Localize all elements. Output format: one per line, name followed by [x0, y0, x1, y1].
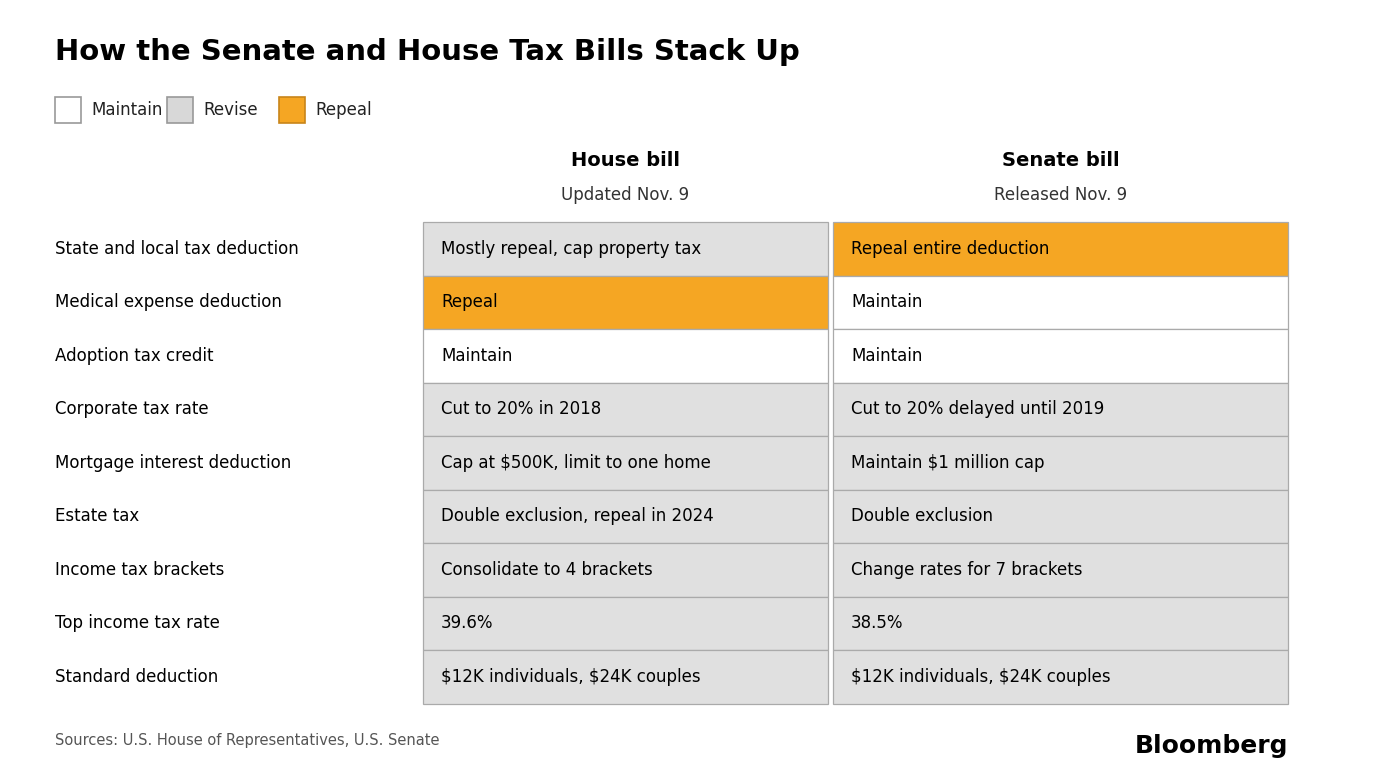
Text: Adoption tax credit: Adoption tax credit: [55, 347, 213, 364]
Bar: [55, 97, 81, 123]
Text: Double exclusion: Double exclusion: [851, 507, 993, 526]
Text: State and local tax deduction: State and local tax deduction: [55, 240, 298, 257]
Bar: [423, 650, 827, 704]
Text: Maintain: Maintain: [441, 347, 512, 364]
Text: Cap at $500K, limit to one home: Cap at $500K, limit to one home: [441, 454, 711, 471]
Text: Mostly repeal, cap property tax: Mostly repeal, cap property tax: [441, 240, 701, 257]
Text: How the Senate and House Tax Bills Stack Up: How the Senate and House Tax Bills Stack…: [55, 38, 799, 66]
Text: Medical expense deduction: Medical expense deduction: [55, 293, 281, 311]
Bar: [423, 490, 827, 543]
Text: Maintain: Maintain: [851, 347, 923, 364]
Text: \$12K individuals, \$24K couples: \$12K individuals, \$24K couples: [441, 668, 700, 686]
Text: Cut to 20% in 2018: Cut to 20% in 2018: [441, 400, 601, 418]
Text: Consolidate to 4 brackets: Consolidate to 4 brackets: [441, 561, 652, 579]
Bar: [833, 276, 1288, 329]
Text: Sources: U.S. House of Representatives, U.S. Senate: Sources: U.S. House of Representatives, …: [55, 733, 440, 749]
Bar: [833, 222, 1288, 276]
Text: Income tax brackets: Income tax brackets: [55, 561, 224, 579]
Text: Updated Nov. 9: Updated Nov. 9: [561, 186, 690, 204]
Text: Maintain $1 million cap: Maintain $1 million cap: [851, 454, 1044, 471]
Text: Cut to 20% delayed until 2019: Cut to 20% delayed until 2019: [851, 400, 1105, 418]
Text: Change rates for 7 brackets: Change rates for 7 brackets: [851, 561, 1082, 579]
Text: Maintain: Maintain: [91, 101, 162, 119]
Text: Estate tax: Estate tax: [55, 507, 139, 526]
Bar: [423, 383, 827, 436]
Text: \$12K individuals, \$24K couples: \$12K individuals, \$24K couples: [851, 668, 1110, 686]
Text: Repeal: Repeal: [441, 293, 497, 311]
Bar: [167, 97, 193, 123]
Text: Bloomberg: Bloomberg: [1134, 733, 1288, 757]
Text: Top income tax rate: Top income tax rate: [55, 614, 220, 633]
Bar: [833, 383, 1288, 436]
Bar: [833, 650, 1288, 704]
Bar: [833, 436, 1288, 490]
Text: Repeal: Repeal: [315, 101, 371, 119]
Bar: [833, 490, 1288, 543]
Text: Maintain: Maintain: [851, 293, 923, 311]
Bar: [423, 597, 827, 650]
Bar: [423, 436, 827, 490]
Bar: [423, 543, 827, 597]
Text: House bill: House bill: [571, 151, 680, 170]
Text: Corporate tax rate: Corporate tax rate: [55, 400, 209, 418]
Bar: [279, 97, 305, 123]
Text: Mortgage interest deduction: Mortgage interest deduction: [55, 454, 291, 471]
Text: Repeal entire deduction: Repeal entire deduction: [851, 240, 1050, 257]
Bar: [423, 222, 827, 276]
Text: Released Nov. 9: Released Nov. 9: [994, 186, 1127, 204]
Text: Double exclusion, repeal in 2024: Double exclusion, repeal in 2024: [441, 507, 714, 526]
Text: 39.6%: 39.6%: [441, 614, 493, 633]
Text: Revise: Revise: [203, 101, 258, 119]
Bar: [833, 329, 1288, 383]
Bar: [423, 276, 827, 329]
Text: Senate bill: Senate bill: [1001, 151, 1120, 170]
Text: Standard deduction: Standard deduction: [55, 668, 218, 686]
Bar: [423, 329, 827, 383]
Bar: [833, 597, 1288, 650]
Bar: [833, 543, 1288, 597]
Text: 38.5%: 38.5%: [851, 614, 903, 633]
